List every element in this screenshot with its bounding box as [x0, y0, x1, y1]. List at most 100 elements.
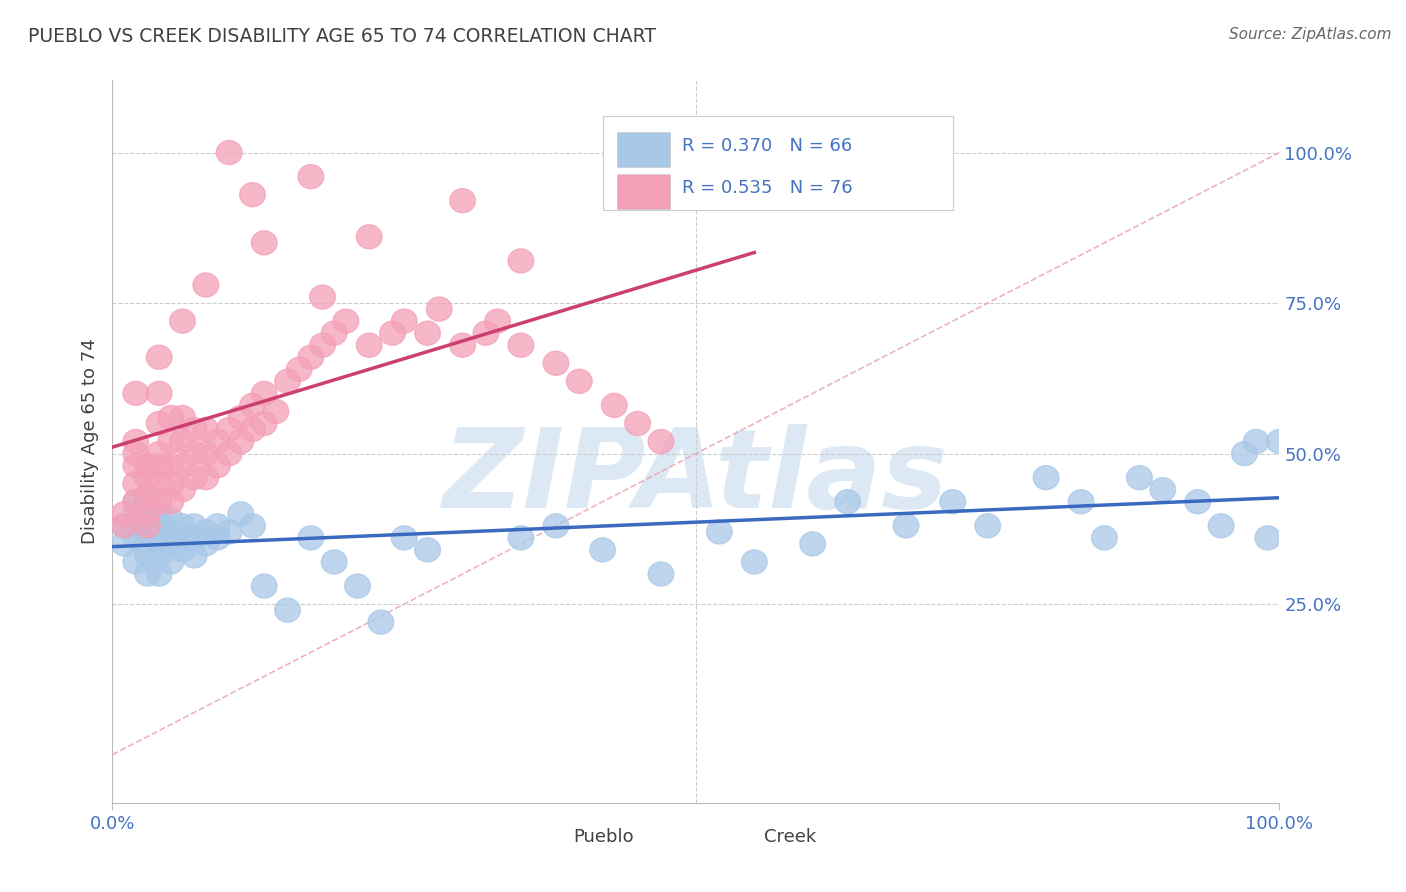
Ellipse shape	[333, 310, 359, 334]
Ellipse shape	[170, 405, 195, 430]
Ellipse shape	[146, 490, 172, 514]
Ellipse shape	[157, 508, 184, 532]
Ellipse shape	[298, 164, 323, 189]
Text: Source: ZipAtlas.com: Source: ZipAtlas.com	[1229, 27, 1392, 42]
Ellipse shape	[893, 514, 920, 538]
Ellipse shape	[193, 466, 219, 490]
Ellipse shape	[157, 549, 184, 574]
Ellipse shape	[181, 466, 207, 490]
Ellipse shape	[146, 411, 172, 435]
Ellipse shape	[111, 514, 136, 538]
Ellipse shape	[543, 514, 569, 538]
Ellipse shape	[239, 514, 266, 538]
Ellipse shape	[1126, 466, 1153, 490]
Ellipse shape	[170, 538, 195, 562]
Ellipse shape	[974, 514, 1001, 538]
Ellipse shape	[391, 310, 418, 334]
Ellipse shape	[508, 333, 534, 357]
Ellipse shape	[1208, 514, 1234, 538]
Ellipse shape	[157, 532, 184, 556]
Ellipse shape	[274, 369, 301, 393]
Ellipse shape	[252, 231, 277, 255]
Ellipse shape	[205, 514, 231, 538]
Ellipse shape	[1185, 490, 1211, 514]
Ellipse shape	[111, 514, 136, 538]
Ellipse shape	[122, 514, 149, 538]
Ellipse shape	[1267, 429, 1292, 453]
Ellipse shape	[170, 514, 195, 538]
Ellipse shape	[193, 520, 219, 544]
Text: PUEBLO VS CREEK DISABILITY AGE 65 TO 74 CORRELATION CHART: PUEBLO VS CREEK DISABILITY AGE 65 TO 74 …	[28, 27, 657, 45]
Text: Creek: Creek	[763, 829, 815, 847]
Ellipse shape	[252, 411, 277, 435]
Ellipse shape	[228, 501, 253, 525]
Ellipse shape	[356, 225, 382, 249]
Ellipse shape	[415, 321, 440, 345]
Ellipse shape	[193, 417, 219, 442]
Ellipse shape	[426, 297, 453, 321]
Ellipse shape	[146, 562, 172, 586]
Ellipse shape	[939, 490, 966, 514]
Ellipse shape	[181, 514, 207, 538]
Ellipse shape	[309, 333, 336, 357]
Ellipse shape	[309, 285, 336, 310]
Ellipse shape	[624, 411, 651, 435]
Ellipse shape	[239, 183, 266, 207]
Ellipse shape	[170, 453, 195, 478]
Ellipse shape	[205, 453, 231, 478]
Ellipse shape	[368, 610, 394, 634]
Ellipse shape	[122, 442, 149, 466]
Ellipse shape	[835, 490, 860, 514]
Ellipse shape	[170, 310, 195, 334]
Ellipse shape	[450, 333, 475, 357]
Ellipse shape	[122, 490, 149, 514]
Ellipse shape	[1091, 525, 1118, 549]
Ellipse shape	[135, 501, 160, 525]
Ellipse shape	[181, 442, 207, 466]
Ellipse shape	[170, 477, 195, 501]
Ellipse shape	[344, 574, 370, 599]
Ellipse shape	[122, 490, 149, 514]
FancyBboxPatch shape	[617, 174, 671, 209]
Ellipse shape	[146, 382, 172, 405]
Ellipse shape	[122, 453, 149, 478]
Ellipse shape	[217, 140, 242, 165]
Ellipse shape	[157, 429, 184, 453]
Ellipse shape	[252, 382, 277, 405]
Ellipse shape	[380, 321, 405, 345]
Ellipse shape	[135, 508, 160, 532]
Ellipse shape	[122, 472, 149, 496]
Ellipse shape	[1256, 525, 1281, 549]
Ellipse shape	[706, 520, 733, 544]
Ellipse shape	[111, 501, 136, 525]
FancyBboxPatch shape	[617, 132, 671, 167]
Ellipse shape	[146, 472, 172, 496]
Ellipse shape	[415, 538, 440, 562]
Ellipse shape	[567, 369, 592, 393]
Text: ZIPAtlas: ZIPAtlas	[443, 425, 949, 531]
Text: Pueblo: Pueblo	[574, 829, 634, 847]
Ellipse shape	[252, 574, 277, 599]
Ellipse shape	[205, 429, 231, 453]
Ellipse shape	[508, 525, 534, 549]
FancyBboxPatch shape	[529, 828, 569, 852]
Ellipse shape	[741, 549, 768, 574]
Ellipse shape	[181, 417, 207, 442]
Ellipse shape	[485, 310, 510, 334]
Ellipse shape	[391, 525, 418, 549]
Ellipse shape	[170, 429, 195, 453]
Ellipse shape	[122, 501, 149, 525]
FancyBboxPatch shape	[716, 828, 755, 852]
Ellipse shape	[157, 520, 184, 544]
Ellipse shape	[181, 525, 207, 549]
Ellipse shape	[135, 544, 160, 568]
Ellipse shape	[193, 532, 219, 556]
Ellipse shape	[193, 273, 219, 297]
Ellipse shape	[800, 532, 825, 556]
Ellipse shape	[157, 472, 184, 496]
Ellipse shape	[122, 429, 149, 453]
Text: R = 0.535   N = 76: R = 0.535 N = 76	[682, 179, 852, 197]
Ellipse shape	[157, 490, 184, 514]
Ellipse shape	[146, 501, 172, 525]
Ellipse shape	[135, 532, 160, 556]
